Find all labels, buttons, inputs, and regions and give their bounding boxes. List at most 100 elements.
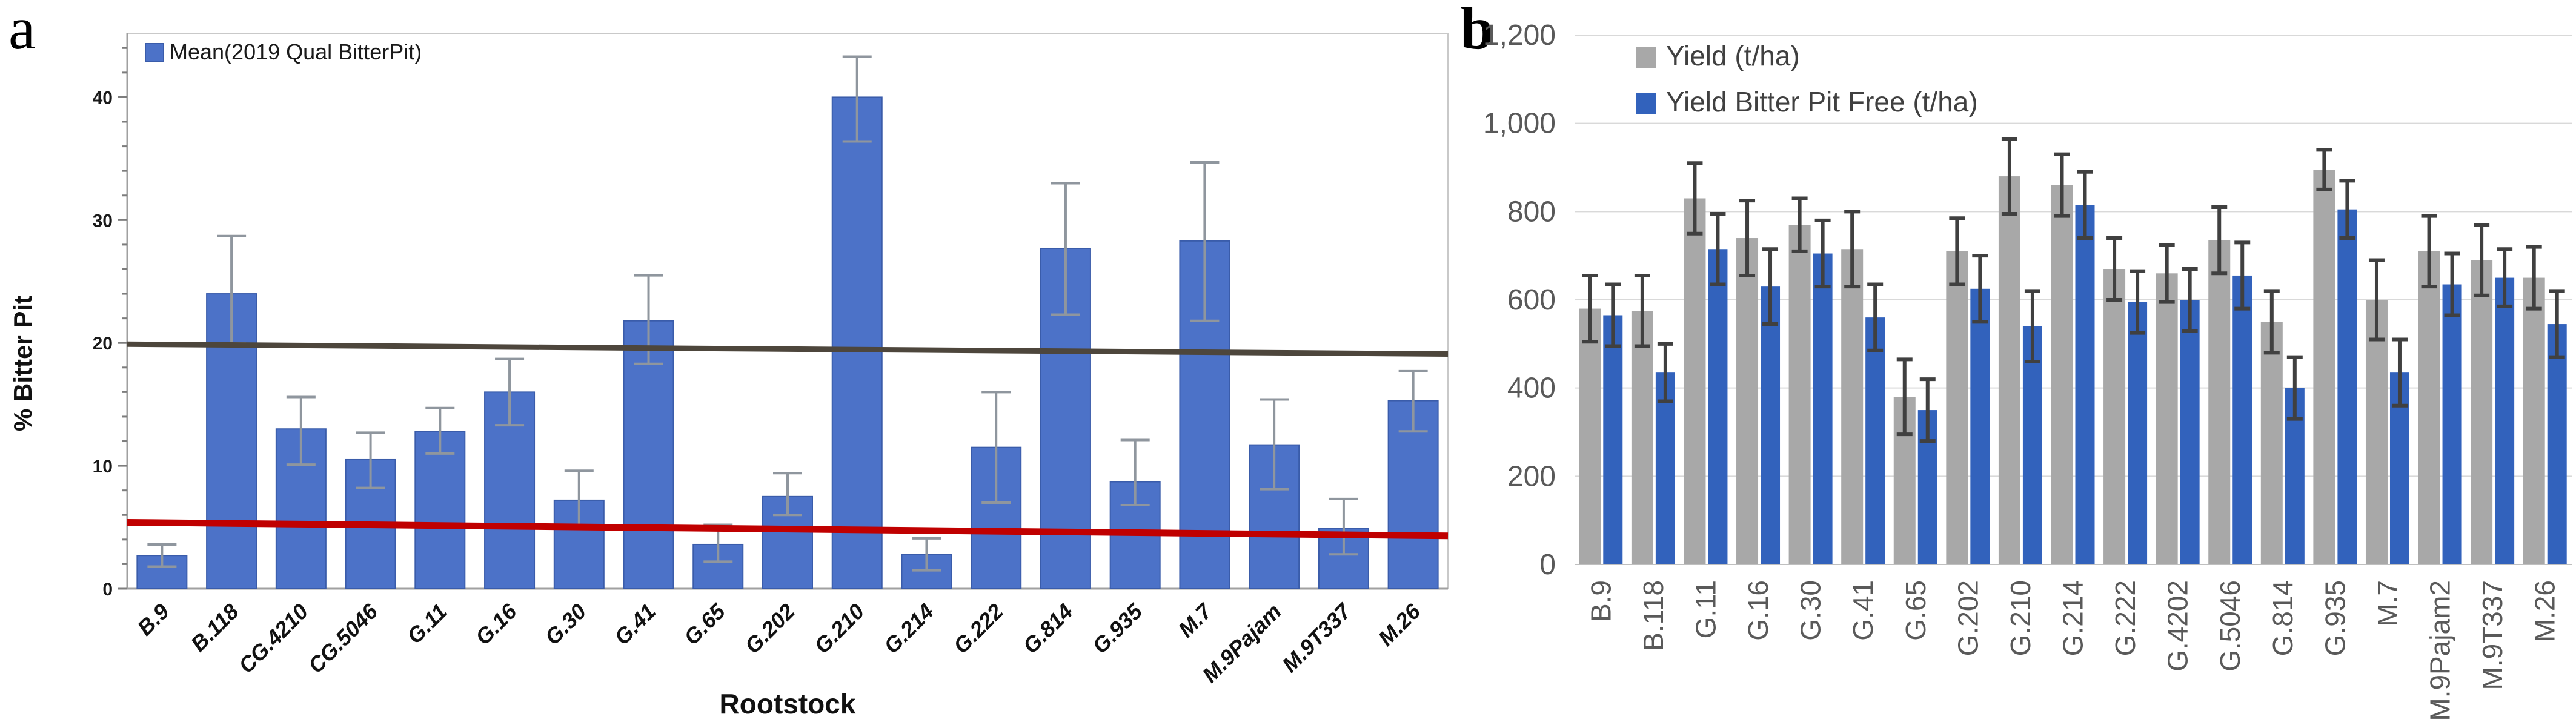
bar-M.9Pajam2	[2442, 284, 2462, 564]
error-bar-G.222	[2130, 269, 2146, 335]
legend-swatch-0	[1636, 47, 1656, 68]
x-tick-label: G.11	[402, 599, 452, 649]
y-tick-label: 40	[93, 88, 113, 108]
error-bar-G.814	[2263, 289, 2280, 355]
error-bar-G.5046	[2234, 240, 2251, 311]
bar-G.4202	[2156, 273, 2178, 564]
error-bar-CG.5046	[356, 431, 385, 489]
bar-G.814	[2260, 322, 2283, 564]
bar-M.9Pajam2	[2418, 251, 2440, 565]
error-bar-G.210	[842, 55, 872, 143]
error-bar-G.5046	[2211, 205, 2228, 276]
bar-G.11	[1684, 198, 1706, 564]
error-bar-G.11	[1710, 211, 1726, 286]
error-bar-M.26	[2526, 245, 2542, 311]
y-tick-label: 600	[1507, 284, 1556, 316]
bar-G.210	[831, 96, 883, 589]
error-bar-G.11	[1687, 161, 1703, 236]
x-tick-label: B.118	[186, 599, 244, 657]
bar-G.41	[1865, 317, 1885, 564]
bar-G.210	[1998, 176, 2020, 565]
y-tick-label: 400	[1507, 372, 1556, 405]
error-bar-G.935	[1120, 438, 1150, 507]
bar-B.9	[1579, 308, 1601, 564]
x-tick-label: G.30	[540, 599, 591, 650]
error-bar-G.202	[1949, 216, 1965, 286]
x-tick-label: M.9Pajam2	[2425, 580, 2456, 721]
panel-a-bitter-pit-chart: a 0 10 20 30 40 B.9 B.118 CG.4210 CG.5046 G.11 G.1…	[8, 0, 1449, 720]
x-tick-label: G.202	[740, 599, 799, 658]
error-bar-G.210	[2001, 137, 2017, 216]
bar-G.935	[2337, 209, 2357, 565]
legend-swatch-1	[1636, 93, 1656, 114]
bar-G.30	[1788, 225, 1811, 564]
x-tick-label: G.210	[809, 599, 869, 658]
x-tick-label: G.41	[1847, 580, 1879, 641]
bar-G.222	[2128, 302, 2148, 564]
y-tick-label: 0	[102, 580, 113, 600]
bar-G.214	[2051, 185, 2073, 565]
bar-B.9	[1603, 315, 1623, 564]
legend-label: Mean(2019 Qual BitterPit)	[170, 39, 422, 64]
y-tick-label: 1,000	[1483, 108, 1556, 140]
x-tick-label: B.118	[1638, 580, 1669, 651]
x-tick-label: B.9	[1585, 580, 1616, 622]
error-bar-G.222	[2106, 236, 2123, 302]
error-bar-G.30	[1791, 196, 1808, 253]
panel-b-yield-chart: b 0 200 400 600 800 1,000 1,200 B.9 B.118 G.11 G.1…	[1454, 0, 2576, 728]
error-bar-G.814	[2286, 355, 2303, 421]
bar-G.210	[2022, 326, 2042, 564]
x-tick-label: G.202	[1952, 580, 1983, 656]
bar-G.41	[623, 320, 674, 589]
error-bar-B.9	[1605, 282, 1621, 348]
error-bar-G.202	[773, 472, 802, 517]
x-tick-label: G.16	[1742, 580, 1774, 641]
error-bar-B.118	[1657, 342, 1673, 403]
x-tick-label: M.7	[2372, 580, 2403, 627]
y-axis-title: % Bitter Pit	[8, 296, 37, 431]
panel-a-letter: a	[8, 0, 36, 62]
error-bar-G.214	[2077, 170, 2093, 240]
legend-swatch	[145, 43, 164, 62]
yield-bar-chart: 0 200 400 600 800 1,000 1,200 B.9 B.118 G.11 G.16 G…	[1483, 19, 2572, 721]
bar-M.9T337	[2495, 277, 2515, 564]
x-tick-label: G.222	[949, 599, 1008, 658]
x-tick-label: M.26	[2529, 580, 2561, 642]
bar-B.118	[1655, 372, 1675, 564]
error-bar-G.65	[1919, 377, 1936, 443]
dark-threshold-line	[127, 341, 1449, 357]
error-bar-G.814	[1051, 182, 1080, 316]
x-tick-label: B.9	[132, 599, 174, 641]
x-tick-label: G.65	[679, 598, 731, 650]
x-tick-label: G.5046	[2214, 580, 2246, 672]
bar-M.26	[2547, 324, 2567, 564]
error-bar-CG.4210	[286, 395, 316, 466]
y-tick-label: 10	[93, 457, 113, 477]
x-tick-label: G.214	[2057, 580, 2089, 656]
x-tick-label: M.9T337	[1277, 598, 1356, 677]
bar-M.7	[2365, 300, 2388, 564]
bar-B.118	[1631, 311, 1653, 564]
error-bar-G.65	[1896, 357, 1913, 437]
bar-G.16	[1761, 286, 1781, 564]
x-tick-label: G.935	[2319, 580, 2351, 656]
error-bar-G.214	[912, 537, 941, 572]
x-tick-label: G.222	[2110, 580, 2141, 656]
error-bar-G.935	[2339, 179, 2355, 240]
bar-G.214	[2075, 205, 2095, 564]
error-bar-M.7	[2368, 258, 2385, 342]
y-tick-label: 20	[93, 334, 113, 354]
legend: Mean(2019 Qual BitterPit)	[145, 39, 422, 64]
error-bar-M.7	[1190, 160, 1220, 322]
y-tick-label: 0	[1539, 549, 1556, 581]
error-bar-G.41	[1844, 210, 1861, 289]
error-bar-G.210	[2024, 289, 2040, 363]
bar-G.4202	[2180, 300, 2200, 564]
error-bar-M.9Pajam	[1260, 398, 1289, 491]
legend-label-0: Yield (t/ha)	[1666, 40, 1800, 71]
error-bar-B.9	[147, 543, 177, 568]
y-tick-label: 800	[1507, 196, 1556, 228]
error-bar-G.214	[2054, 152, 2070, 218]
